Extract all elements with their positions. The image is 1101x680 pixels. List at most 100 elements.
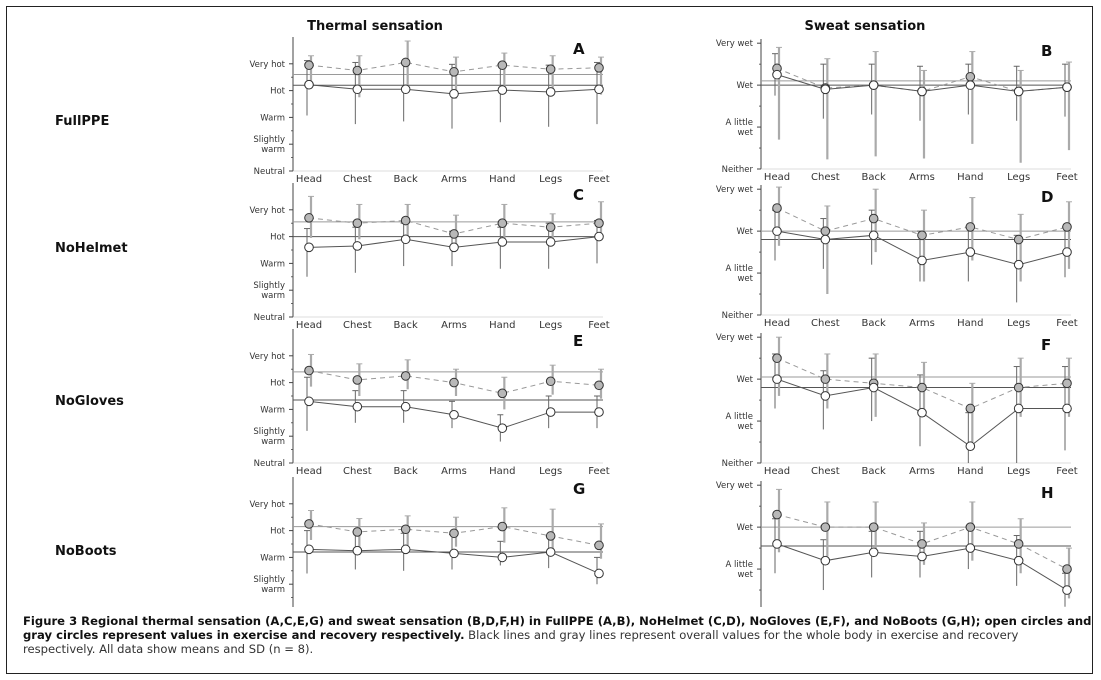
y-tick-label-F-3: Very wet [716, 333, 754, 343]
y-tick-label-E-3: Hot [270, 379, 286, 389]
point-recovery-G-3 [449, 528, 459, 539]
point-recovery-H-0 [772, 509, 782, 520]
panel-letter-A: A [573, 40, 585, 58]
x-tick-label-E-3: Arms [441, 466, 467, 477]
caption-rest: Black lines and gray lines represent ove… [23, 627, 1019, 656]
point-exercise-H-1 [820, 555, 831, 566]
y-tick-label-B-1-a: A little [726, 118, 754, 128]
point-recovery-G-1 [352, 527, 363, 537]
point-exercise-F-4 [965, 441, 976, 452]
x-tick-label-B-1: Chest [811, 172, 840, 183]
panel-letter-D: D [1041, 188, 1053, 206]
point-exercise-F-1 [820, 391, 831, 401]
point-recovery-C-2 [400, 215, 411, 226]
point-exercise-D-0 [772, 226, 782, 236]
point-recovery-F-0 [772, 353, 782, 363]
point-recovery-A-0 [304, 60, 314, 70]
y-tick-label-D-2: Wet [737, 227, 754, 237]
point-recovery-D-2 [868, 213, 879, 224]
point-exercise-F-0 [772, 374, 782, 384]
point-recovery-A-4 [497, 60, 508, 70]
panel-letter-F: F [1041, 336, 1051, 354]
point-exercise-G-3 [449, 548, 459, 559]
y-tick-label-H-3: Very wet [716, 481, 754, 491]
point-exercise-B-1 [820, 84, 831, 95]
point-recovery-G-6 [594, 540, 604, 551]
point-exercise-D-3 [917, 255, 927, 266]
y-tick-label-C-1-a: Slightly [253, 281, 285, 291]
point-recovery-C-5 [545, 222, 556, 233]
point-recovery-F-3 [917, 382, 927, 393]
point-exercise-G-4 [497, 552, 508, 563]
point-recovery-E-5 [545, 376, 556, 387]
x-tick-label-B-3: Arms [909, 172, 935, 183]
x-tick-label-D-2: Back [862, 318, 886, 329]
point-recovery-H-1 [820, 522, 831, 532]
point-exercise-C-3 [449, 242, 459, 253]
y-tick-label-G-1-b: warm [261, 585, 285, 595]
figure-caption: Figure 3 Regional thermal sensation (A,C… [23, 614, 1093, 656]
y-tick-label-F-2: Wet [737, 375, 754, 385]
x-tick-label-D-0: Head [764, 318, 790, 329]
x-tick-label-B-6: Feet [1056, 172, 1078, 183]
point-exercise-B-2 [868, 80, 879, 90]
point-recovery-D-4 [965, 222, 976, 232]
point-exercise-C-0 [304, 242, 314, 253]
y-tick-label-C-2: Warm [260, 259, 285, 269]
point-recovery-D-0 [772, 203, 782, 213]
point-recovery-H-6 [1062, 564, 1072, 574]
x-tick-label-E-6: Feet [588, 466, 610, 477]
point-recovery-G-2 [400, 524, 411, 535]
x-tick-label-C-4: Hand [489, 320, 515, 331]
point-recovery-H-4 [965, 522, 976, 532]
y-tick-label-E-0: Neutral [254, 459, 285, 469]
y-tick-label-G-3: Hot [270, 527, 286, 537]
point-recovery-E-2 [400, 371, 411, 381]
point-recovery-H-2 [868, 522, 879, 532]
figure-svg: Thermal sensation Sweat sensation FullPPE N… [55, 19, 1078, 607]
x-tick-label-B-4: Hand [957, 172, 983, 183]
x-tick-label-C-6: Feet [588, 320, 610, 331]
point-recovery-D-6 [1062, 222, 1072, 232]
point-recovery-A-2 [400, 57, 411, 68]
point-recovery-C-6 [594, 218, 604, 228]
point-recovery-E-4 [497, 388, 508, 399]
y-tick-label-A-2: Warm [260, 113, 285, 123]
point-exercise-G-6 [594, 568, 604, 579]
panel-letter-E: E [573, 332, 583, 350]
y-tick-label-C-3: Hot [270, 233, 286, 243]
y-tick-label-H-1-b: wet [737, 570, 753, 580]
x-tick-label-A-2: Back [394, 174, 418, 185]
x-tick-label-E-0: Head [296, 466, 322, 477]
point-exercise-E-5 [545, 407, 556, 417]
y-tick-label-A-4: Very hot [249, 60, 285, 70]
x-tick-label-A-6: Feet [588, 174, 610, 185]
y-tick-label-A-1-b: warm [261, 145, 285, 155]
point-recovery-E-3 [449, 377, 459, 388]
point-recovery-D-5 [1013, 234, 1024, 245]
x-tick-label-F-2: Back [862, 466, 886, 477]
point-recovery-E-0 [304, 365, 314, 376]
y-tick-label-D-1-b: wet [737, 274, 753, 284]
x-tick-label-A-4: Hand [489, 174, 515, 185]
x-tick-label-A-5: Legs [539, 174, 562, 185]
point-recovery-D-1 [820, 226, 831, 236]
x-tick-label-D-6: Feet [1056, 318, 1078, 329]
point-recovery-F-6 [1062, 378, 1072, 389]
point-exercise-C-5 [545, 237, 556, 247]
point-recovery-C-1 [352, 218, 363, 228]
y-tick-label-C-4: Very hot [249, 206, 285, 216]
point-recovery-F-4 [965, 403, 976, 414]
point-exercise-A-0 [304, 79, 314, 90]
point-exercise-H-4 [965, 543, 976, 553]
point-exercise-E-3 [449, 409, 459, 420]
point-exercise-G-2 [400, 544, 411, 555]
panel-letter-G: G [573, 480, 585, 498]
point-exercise-B-4 [965, 80, 976, 90]
point-exercise-F-3 [917, 407, 927, 418]
point-exercise-C-4 [497, 237, 508, 247]
x-tick-label-E-5: Legs [539, 466, 562, 477]
point-exercise-H-2 [868, 547, 879, 558]
point-recovery-F-1 [820, 374, 831, 384]
point-recovery-A-3 [449, 67, 459, 77]
